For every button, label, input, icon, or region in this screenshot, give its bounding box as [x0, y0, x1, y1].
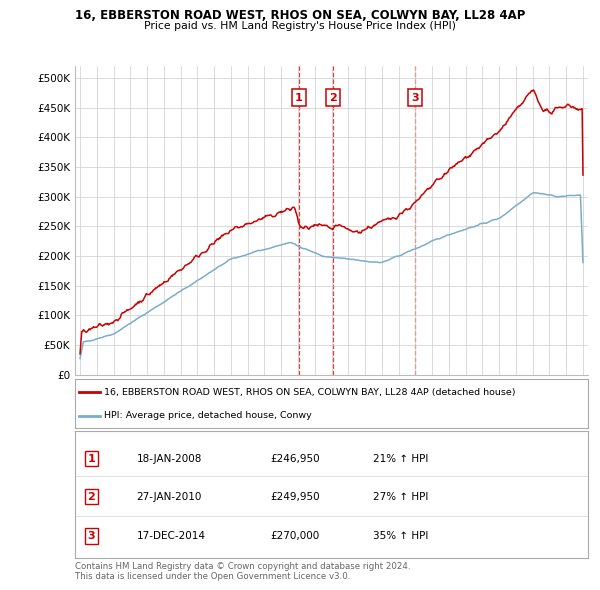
Text: 35% ↑ HPI: 35% ↑ HPI [373, 531, 428, 541]
Text: 3: 3 [88, 531, 95, 541]
Text: 1: 1 [88, 454, 95, 464]
Text: 2: 2 [88, 491, 95, 502]
Text: £270,000: £270,000 [270, 531, 319, 541]
Text: 1: 1 [295, 93, 302, 103]
Text: £246,950: £246,950 [270, 454, 320, 464]
Text: 2: 2 [329, 93, 337, 103]
Text: 27-JAN-2010: 27-JAN-2010 [137, 491, 202, 502]
Text: 17-DEC-2014: 17-DEC-2014 [137, 531, 206, 541]
Text: Contains HM Land Registry data © Crown copyright and database right 2024.: Contains HM Land Registry data © Crown c… [75, 562, 410, 571]
Text: HPI: Average price, detached house, Conwy: HPI: Average price, detached house, Conw… [104, 411, 312, 420]
Text: 21% ↑ HPI: 21% ↑ HPI [373, 454, 428, 464]
Text: 16, EBBERSTON ROAD WEST, RHOS ON SEA, COLWYN BAY, LL28 4AP: 16, EBBERSTON ROAD WEST, RHOS ON SEA, CO… [75, 9, 525, 22]
Text: 3: 3 [411, 93, 418, 103]
Text: Price paid vs. HM Land Registry's House Price Index (HPI): Price paid vs. HM Land Registry's House … [144, 21, 456, 31]
Text: 18-JAN-2008: 18-JAN-2008 [137, 454, 202, 464]
Text: This data is licensed under the Open Government Licence v3.0.: This data is licensed under the Open Gov… [75, 572, 350, 581]
Text: 27% ↑ HPI: 27% ↑ HPI [373, 491, 428, 502]
Text: 16, EBBERSTON ROAD WEST, RHOS ON SEA, COLWYN BAY, LL28 4AP (detached house): 16, EBBERSTON ROAD WEST, RHOS ON SEA, CO… [104, 388, 516, 397]
Text: £249,950: £249,950 [270, 491, 320, 502]
